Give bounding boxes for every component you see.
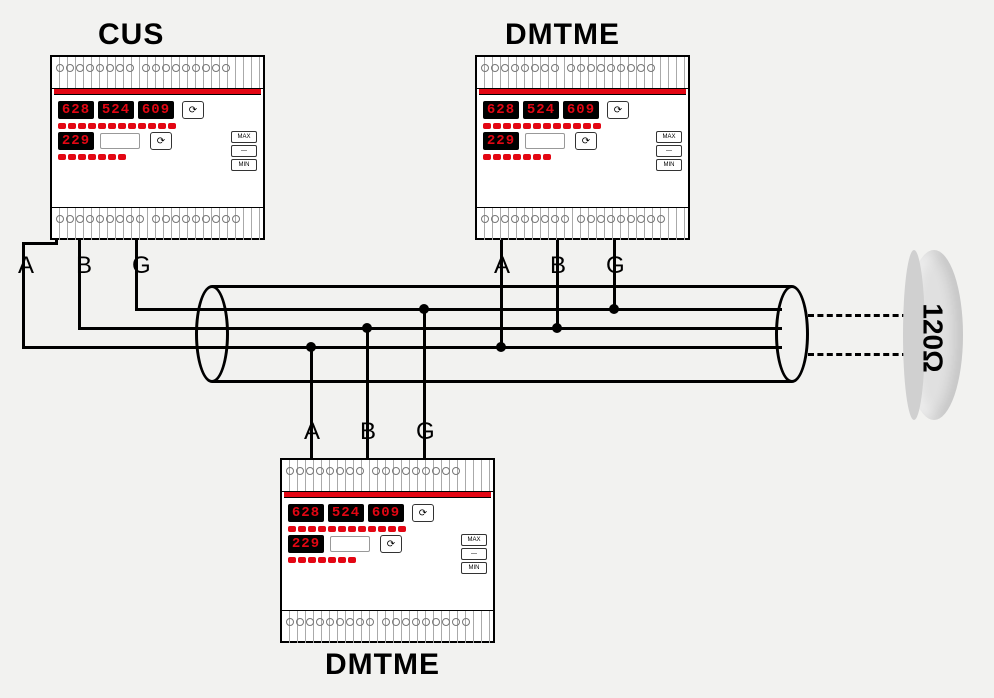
- wire-d1-b: [78, 240, 81, 330]
- device-top-terminals: [52, 57, 263, 89]
- device-display-panel: 628 524 609 ⟳ 229 ⟳ MAX — MIN: [477, 95, 688, 207]
- cable-outline-bottom: [212, 380, 792, 383]
- cycle-button-small[interactable]: ⟳: [380, 535, 402, 553]
- bus-b: [78, 327, 782, 330]
- disp-v1: 628: [58, 101, 94, 119]
- led-row-2: [483, 154, 682, 160]
- device-bottom-terminals: [282, 610, 493, 643]
- device-bottom-terminals: [477, 207, 688, 240]
- disp-v3: 609: [368, 504, 404, 522]
- junction-d3-a: [306, 342, 316, 352]
- side-buttons: MAX — MIN: [231, 131, 257, 171]
- cable-end-right: [775, 285, 809, 383]
- wire-d1-g: [135, 240, 138, 311]
- device-top-terminals: [477, 57, 688, 89]
- cable-dash-top: [808, 314, 908, 317]
- wire-d1-a: [22, 242, 25, 349]
- wire-d3-b: [366, 327, 369, 460]
- device-dmtme-top: 628 524 609 ⟳ 229 ⟳ MAX — MIN: [475, 55, 690, 240]
- wire-d3-g: [423, 308, 426, 460]
- btn-mid[interactable]: —: [461, 548, 487, 560]
- disp-v2: 524: [523, 101, 559, 119]
- led-row: [288, 526, 487, 532]
- led-row-2: [288, 557, 487, 563]
- btn-min[interactable]: MIN: [656, 159, 682, 171]
- label-dmtme-bottom: DMTME: [325, 648, 440, 682]
- label-dmtme-top: DMTME: [505, 18, 620, 52]
- junction-d3-b: [362, 323, 372, 333]
- junction-d3-g: [419, 304, 429, 314]
- disp-v4: 229: [288, 535, 324, 553]
- wire-d2-a: [500, 240, 503, 349]
- btn-min[interactable]: MIN: [231, 159, 257, 171]
- cycle-button[interactable]: ⟳: [182, 101, 204, 119]
- disp-v1: 628: [483, 101, 519, 119]
- device-bottom-terminals: [52, 207, 263, 240]
- disp-v1: 628: [288, 504, 324, 522]
- cable-dash-bottom: [808, 353, 908, 356]
- cycle-button-small[interactable]: ⟳: [575, 132, 597, 150]
- device-cus: 628 524 609 ⟳ 229 ⟳ MAX — MIN: [50, 55, 265, 240]
- side-buttons: MAX — MIN: [461, 534, 487, 574]
- cycle-button[interactable]: ⟳: [412, 504, 434, 522]
- btn-mid[interactable]: —: [231, 145, 257, 157]
- wire-d3-a: [310, 346, 313, 460]
- wire-d1-a-h: [22, 242, 58, 245]
- led-row-2: [58, 154, 257, 160]
- junction-d2-a: [496, 342, 506, 352]
- device-top-terminals: [282, 460, 493, 492]
- diagram-canvas: CUS DMTME DMTME 628 524 609 ⟳ 229 ⟳ MAX: [0, 0, 994, 698]
- cycle-button[interactable]: ⟳: [607, 101, 629, 119]
- wire-d2-g: [613, 240, 616, 311]
- led-row: [483, 123, 682, 129]
- disp-v3: 609: [563, 101, 599, 119]
- btn-min[interactable]: MIN: [461, 562, 487, 574]
- terminator-label: 120Ω: [917, 303, 949, 372]
- device-display-panel: 628 524 609 ⟳ 229 ⟳ MAX — MIN: [52, 95, 263, 207]
- junction-d2-g: [609, 304, 619, 314]
- side-buttons: MAX — MIN: [656, 131, 682, 171]
- disp-v2: 524: [98, 101, 134, 119]
- wire-d2-b: [556, 240, 559, 330]
- bus-g: [135, 308, 782, 311]
- wire-d1-a-up: [55, 238, 58, 245]
- disp-v3: 609: [138, 101, 174, 119]
- device-display-panel: 628 524 609 ⟳ 229 ⟳ MAX — MIN: [282, 498, 493, 610]
- disp-v4: 229: [58, 132, 94, 150]
- term-a1: A: [18, 252, 34, 280]
- disp-v4: 229: [483, 132, 519, 150]
- btn-mid[interactable]: —: [656, 145, 682, 157]
- cable-end-left: [195, 285, 229, 383]
- btn-max[interactable]: MAX: [231, 131, 257, 143]
- led-row: [58, 123, 257, 129]
- device-dmtme-bottom: 628 524 609 ⟳ 229 ⟳ MAX — MIN: [280, 458, 495, 643]
- label-cus: CUS: [98, 18, 164, 52]
- cycle-button-small[interactable]: ⟳: [150, 132, 172, 150]
- junction-d2-b: [552, 323, 562, 333]
- btn-max[interactable]: MAX: [461, 534, 487, 546]
- bus-a: [22, 346, 782, 349]
- btn-max[interactable]: MAX: [656, 131, 682, 143]
- disp-v2: 524: [328, 504, 364, 522]
